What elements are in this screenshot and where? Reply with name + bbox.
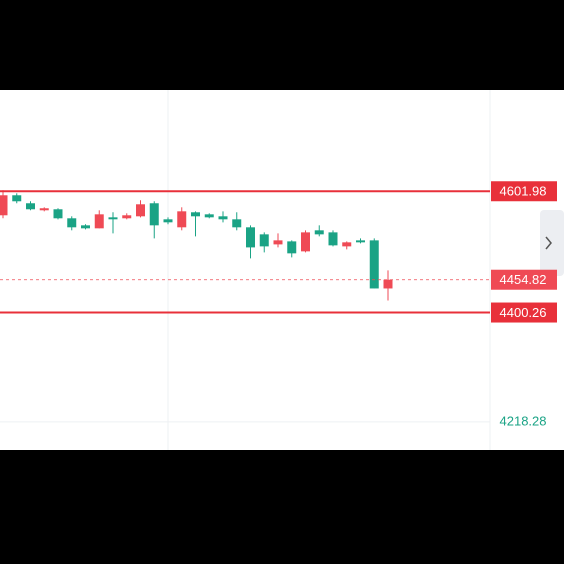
candle-body — [246, 227, 255, 248]
candle-body — [177, 211, 187, 228]
price-line-label: 4601.98 — [500, 184, 547, 199]
last-price-tag — [491, 269, 557, 290]
candle-body — [53, 209, 63, 219]
candle-body — [232, 219, 242, 228]
expand-tab[interactable] — [540, 210, 564, 276]
expand-arrow — [545, 236, 552, 250]
chart-panel — [0, 90, 564, 450]
candle-body — [136, 204, 145, 217]
candle-body — [259, 234, 269, 247]
price-line-label: 4400.26 — [500, 305, 547, 320]
candle-body — [67, 218, 77, 228]
y-tick-label: 4218.28 — [500, 413, 547, 428]
candle-body — [94, 214, 104, 229]
candle-body — [0, 195, 8, 216]
candle-body — [369, 240, 379, 289]
candle-body — [314, 230, 324, 235]
candle-body — [12, 195, 22, 202]
candle-body — [191, 212, 200, 217]
candle-body — [26, 203, 35, 210]
last-price-label: 4454.82 — [500, 272, 547, 287]
candle-body — [204, 214, 214, 218]
candle-body — [383, 279, 393, 289]
candle-body — [149, 203, 159, 226]
candle-body — [81, 225, 90, 229]
candle-body — [108, 217, 118, 220]
candle-body — [218, 216, 228, 220]
candle-body — [163, 219, 173, 223]
candle-body — [287, 241, 297, 254]
candle-body — [301, 232, 310, 252]
candle-body — [273, 240, 283, 245]
price-line-tag — [491, 302, 557, 323]
price-line-tag — [491, 181, 557, 202]
candle-body — [342, 242, 352, 247]
candle-body — [328, 232, 338, 246]
candle-body — [39, 208, 49, 211]
candle-body — [356, 240, 365, 243]
candle-body — [122, 215, 132, 219]
